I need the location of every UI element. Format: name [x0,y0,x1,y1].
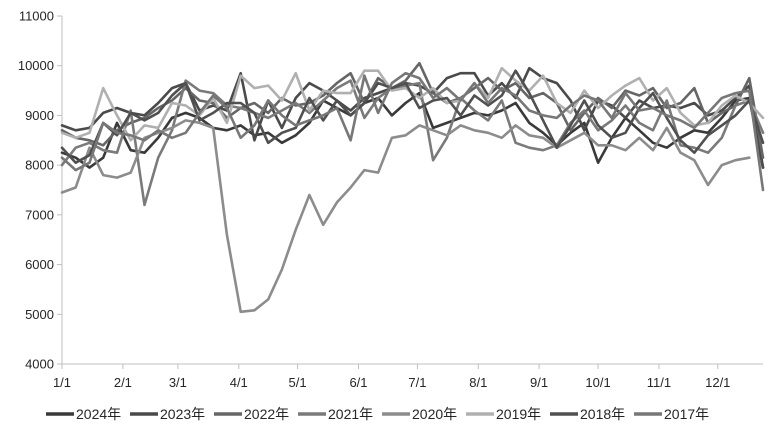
y-tick-label: 10000 [18,58,54,73]
series-lines [60,61,765,314]
x-tick-label: 3/1 [169,375,187,390]
series-line-2020 [60,119,751,314]
x-tick-label: 7/1 [408,375,426,390]
x-tick-label: 9/1 [530,375,548,390]
y-tick-label: 9000 [25,108,54,123]
legend-label: 2021年 [328,406,373,422]
y-tick-label: 5000 [25,307,54,322]
x-tick-label: 6/1 [349,375,367,390]
legend-label: 2018年 [580,406,625,422]
legend-label: 2020年 [412,406,457,422]
x-axis-ticks: 1/1 2/1 3/1 4/1 5/1 6/1 7/1 8/1 9/1 10/1 11/1 12/1 [53,364,730,390]
x-tick-label: 8/1 [469,375,487,390]
legend-label: 2023年 [160,406,205,422]
x-tick-label: 1/1 [53,375,71,390]
series-line-2018 [60,69,765,164]
legend-label: 2024年 [76,406,121,422]
legend-label: 2022年 [244,406,289,422]
legend-label: 2017年 [664,406,709,422]
y-axis-ticks: 4000 5000 6000 7000 8000 9000 10000 11000 [18,9,62,372]
x-tick-label: 5/1 [289,375,307,390]
legend-label: 2019年 [496,406,541,422]
x-tick-label: 4/1 [230,375,248,390]
series-line-2017 [60,71,765,192]
x-tick-label: 10/1 [585,375,610,390]
series-line-2022 [60,61,765,159]
legend: 2024年 2023年 2022年 2021年 2020年 2019年 2018年 2017年 [46,406,709,422]
y-tick-label: 4000 [25,357,54,372]
y-tick-label: 6000 [25,257,54,272]
y-tick-label: 11000 [19,9,54,24]
x-tick-label: 11/1 [647,375,671,390]
y-tick-label: 8000 [25,158,54,173]
y-tick-label: 7000 [25,207,54,222]
axes [61,16,763,365]
x-tick-label: 12/1 [705,375,730,390]
x-tick-label: 2/1 [114,375,132,390]
